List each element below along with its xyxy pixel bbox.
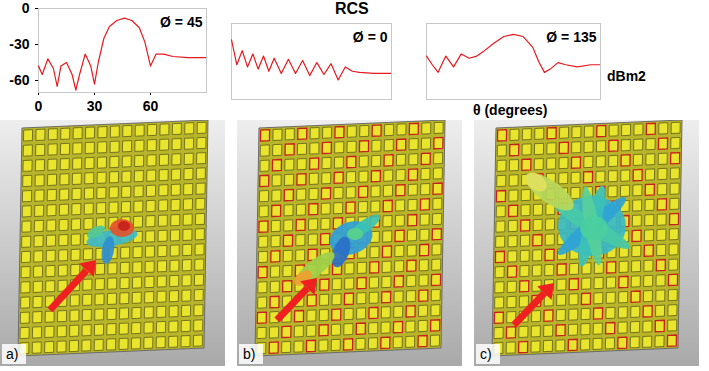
svg-text:60: 60 bbox=[143, 98, 159, 114]
svg-text:c): c) bbox=[480, 346, 492, 362]
svg-text:b): b) bbox=[243, 346, 255, 362]
svg-text:Ø = 135: Ø = 135 bbox=[546, 29, 596, 45]
svg-text:Ø = 45: Ø = 45 bbox=[160, 14, 203, 30]
html-text:RCS: RCS bbox=[335, 0, 369, 17]
svg-text:Ø = 0: Ø = 0 bbox=[353, 29, 388, 45]
svg-text:0: 0 bbox=[35, 98, 43, 114]
svg-text:0: 0 bbox=[22, 0, 30, 16]
svg-text:a): a) bbox=[6, 346, 18, 362]
svg-text:-60: -60 bbox=[9, 72, 29, 88]
html-text:dBm2: dBm2 bbox=[607, 68, 646, 84]
html-text:θ (degrees): θ (degrees) bbox=[473, 102, 548, 118]
svg-text:30: 30 bbox=[87, 98, 103, 114]
svg-text:-30: -30 bbox=[9, 36, 29, 52]
